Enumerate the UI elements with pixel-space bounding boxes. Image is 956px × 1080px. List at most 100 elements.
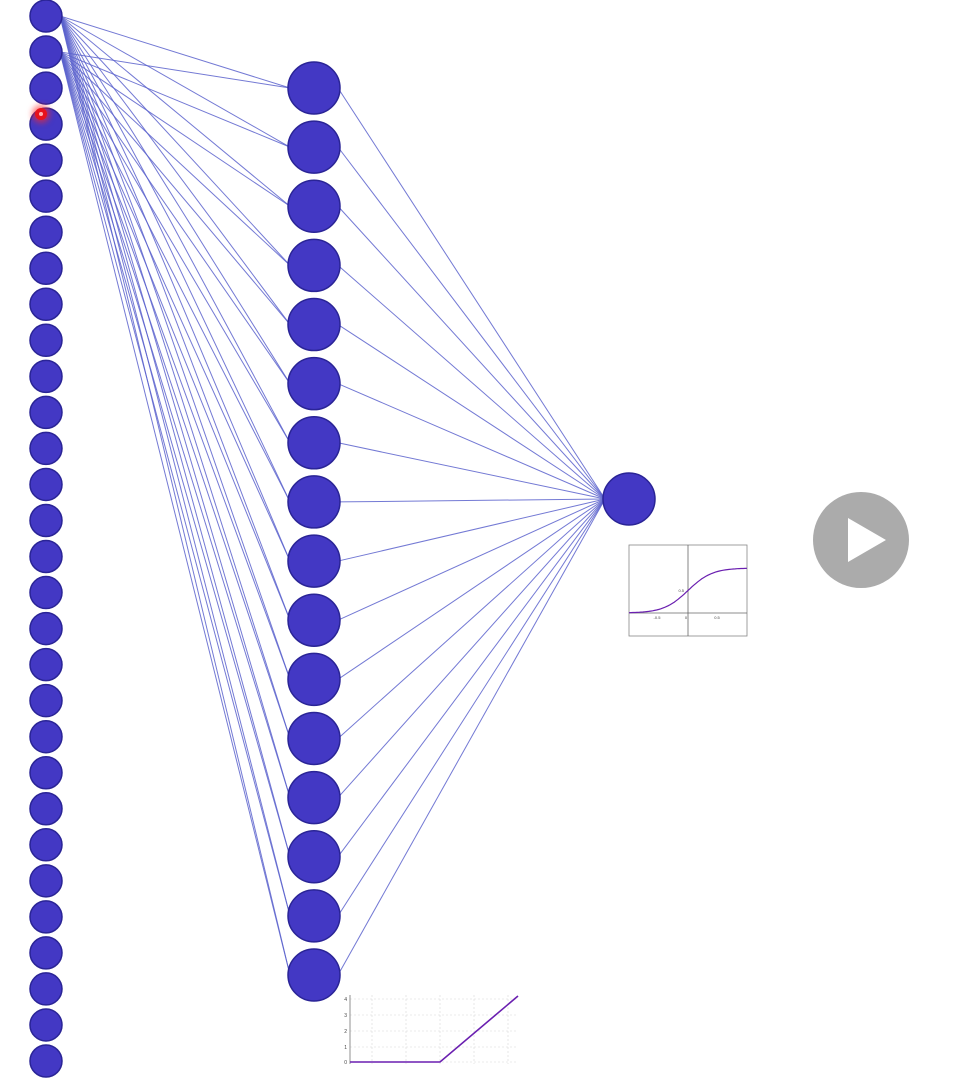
input-neuron bbox=[29, 539, 63, 574]
input-hidden-edge bbox=[59, 51, 291, 503]
input-hidden-edge bbox=[59, 15, 291, 916]
input-neuron bbox=[29, 647, 63, 682]
input-hidden-edge bbox=[59, 15, 291, 325]
input-neuron bbox=[29, 467, 63, 502]
relu-y-tick: 3 bbox=[344, 1013, 347, 1019]
input-neuron bbox=[29, 972, 63, 1006]
input-neuron bbox=[29, 864, 63, 898]
hidden-output-edge bbox=[337, 498, 606, 917]
input-hidden-edge bbox=[59, 15, 291, 739]
input-hidden-edge bbox=[59, 15, 291, 562]
relu-y-tick: 0 bbox=[344, 1060, 347, 1066]
input-hidden-edge bbox=[59, 51, 291, 916]
hidden-output-edge bbox=[337, 498, 606, 976]
sigmoid-y-tick: 0.5 bbox=[678, 588, 684, 593]
hidden-output-edge bbox=[337, 498, 606, 739]
hidden-output-edge bbox=[337, 442, 606, 500]
input-neuron bbox=[29, 287, 63, 322]
input-neuron bbox=[29, 0, 63, 33]
input-hidden-edge bbox=[59, 15, 291, 89]
input-neuron bbox=[29, 395, 63, 430]
input-neuron bbox=[29, 359, 63, 394]
hidden-output-edge bbox=[337, 498, 606, 680]
input-hidden-edge bbox=[59, 51, 291, 680]
input-hidden-edge bbox=[59, 51, 291, 798]
hidden-output-edge bbox=[337, 146, 606, 500]
relu-curve bbox=[350, 995, 519, 1063]
hidden-neuron bbox=[287, 238, 341, 293]
input-neuron bbox=[29, 323, 63, 358]
output-neuron bbox=[602, 472, 656, 526]
hidden-neuron bbox=[287, 534, 341, 588]
relu-grid bbox=[350, 995, 518, 1064]
input-hidden-edge bbox=[59, 51, 291, 739]
sigmoid-activation-plot: -0.5 0 0.5 0.5 bbox=[628, 544, 748, 637]
hidden-neuron bbox=[287, 711, 341, 766]
hidden-neuron bbox=[287, 61, 341, 115]
hidden-output-edge bbox=[337, 498, 606, 621]
hidden-neuron bbox=[287, 593, 341, 647]
input-neuron bbox=[29, 71, 63, 105]
connection-lines bbox=[59, 15, 606, 976]
input-hidden-edge bbox=[59, 51, 291, 562]
hidden-output-edge bbox=[337, 87, 606, 500]
hidden-output-edge bbox=[337, 498, 606, 562]
input-neuron bbox=[29, 503, 63, 538]
play-button[interactable] bbox=[813, 492, 909, 588]
hidden-neuron bbox=[287, 770, 341, 825]
input-neuron bbox=[29, 683, 63, 718]
input-hidden-edge bbox=[59, 15, 291, 621]
neuron-nodes bbox=[29, 0, 656, 1078]
relu-y-tick: 4 bbox=[344, 997, 347, 1003]
input-neuron bbox=[29, 792, 63, 826]
input-neuron bbox=[29, 936, 63, 970]
sigmoid-x-tick: -0.5 bbox=[654, 615, 662, 620]
input-hidden-edge bbox=[59, 15, 291, 976]
hidden-neuron bbox=[287, 889, 341, 943]
input-hidden-edge bbox=[59, 15, 291, 207]
input-neuron bbox=[29, 719, 63, 754]
hidden-neuron bbox=[287, 120, 341, 174]
input-hidden-edge bbox=[59, 15, 291, 680]
input-neuron bbox=[29, 1044, 63, 1078]
input-neuron bbox=[29, 900, 63, 934]
hidden-neuron bbox=[287, 948, 341, 1002]
play-icon bbox=[848, 518, 886, 562]
input-hidden-edge bbox=[59, 51, 291, 148]
input-hidden-edge bbox=[59, 51, 291, 207]
input-hidden-edge bbox=[59, 51, 291, 325]
hidden-output-edge bbox=[337, 383, 606, 500]
hidden-output-edge bbox=[337, 498, 606, 798]
sigmoid-x-tick: 0 bbox=[685, 615, 688, 620]
hidden-output-edge bbox=[337, 324, 606, 500]
input-neuron bbox=[29, 575, 63, 610]
sigmoid-curve bbox=[628, 567, 748, 614]
input-neuron bbox=[29, 828, 63, 862]
sigmoid-x-tick: 0.5 bbox=[714, 615, 720, 620]
hidden-neuron bbox=[287, 179, 341, 234]
hidden-output-edge bbox=[337, 498, 606, 858]
relu-y-tick: 1 bbox=[344, 1045, 347, 1051]
hidden-neuron bbox=[287, 297, 341, 352]
hidden-neuron bbox=[287, 652, 341, 707]
hidden-output-edge bbox=[337, 205, 606, 500]
hidden-neuron bbox=[287, 829, 341, 884]
hidden-output-edge bbox=[337, 498, 606, 503]
hidden-neuron bbox=[287, 475, 341, 529]
input-neuron bbox=[29, 215, 63, 249]
input-neuron bbox=[29, 755, 63, 790]
relu-y-tick: 2 bbox=[344, 1029, 347, 1035]
relu-activation-plot: 4 3 2 1 0 bbox=[344, 995, 519, 1066]
input-hidden-edge bbox=[59, 15, 291, 503]
input-hidden-edge bbox=[59, 15, 291, 857]
input-hidden-edge bbox=[59, 15, 291, 384]
input-neuron bbox=[29, 1008, 63, 1042]
input-hidden-edge bbox=[59, 51, 291, 384]
input-hidden-edge bbox=[59, 51, 291, 621]
input-hidden-edge bbox=[59, 51, 291, 89]
hidden-neuron bbox=[287, 416, 341, 470]
input-hidden-edge bbox=[59, 51, 291, 976]
input-neuron bbox=[29, 611, 63, 646]
hidden-neuron bbox=[287, 356, 341, 411]
